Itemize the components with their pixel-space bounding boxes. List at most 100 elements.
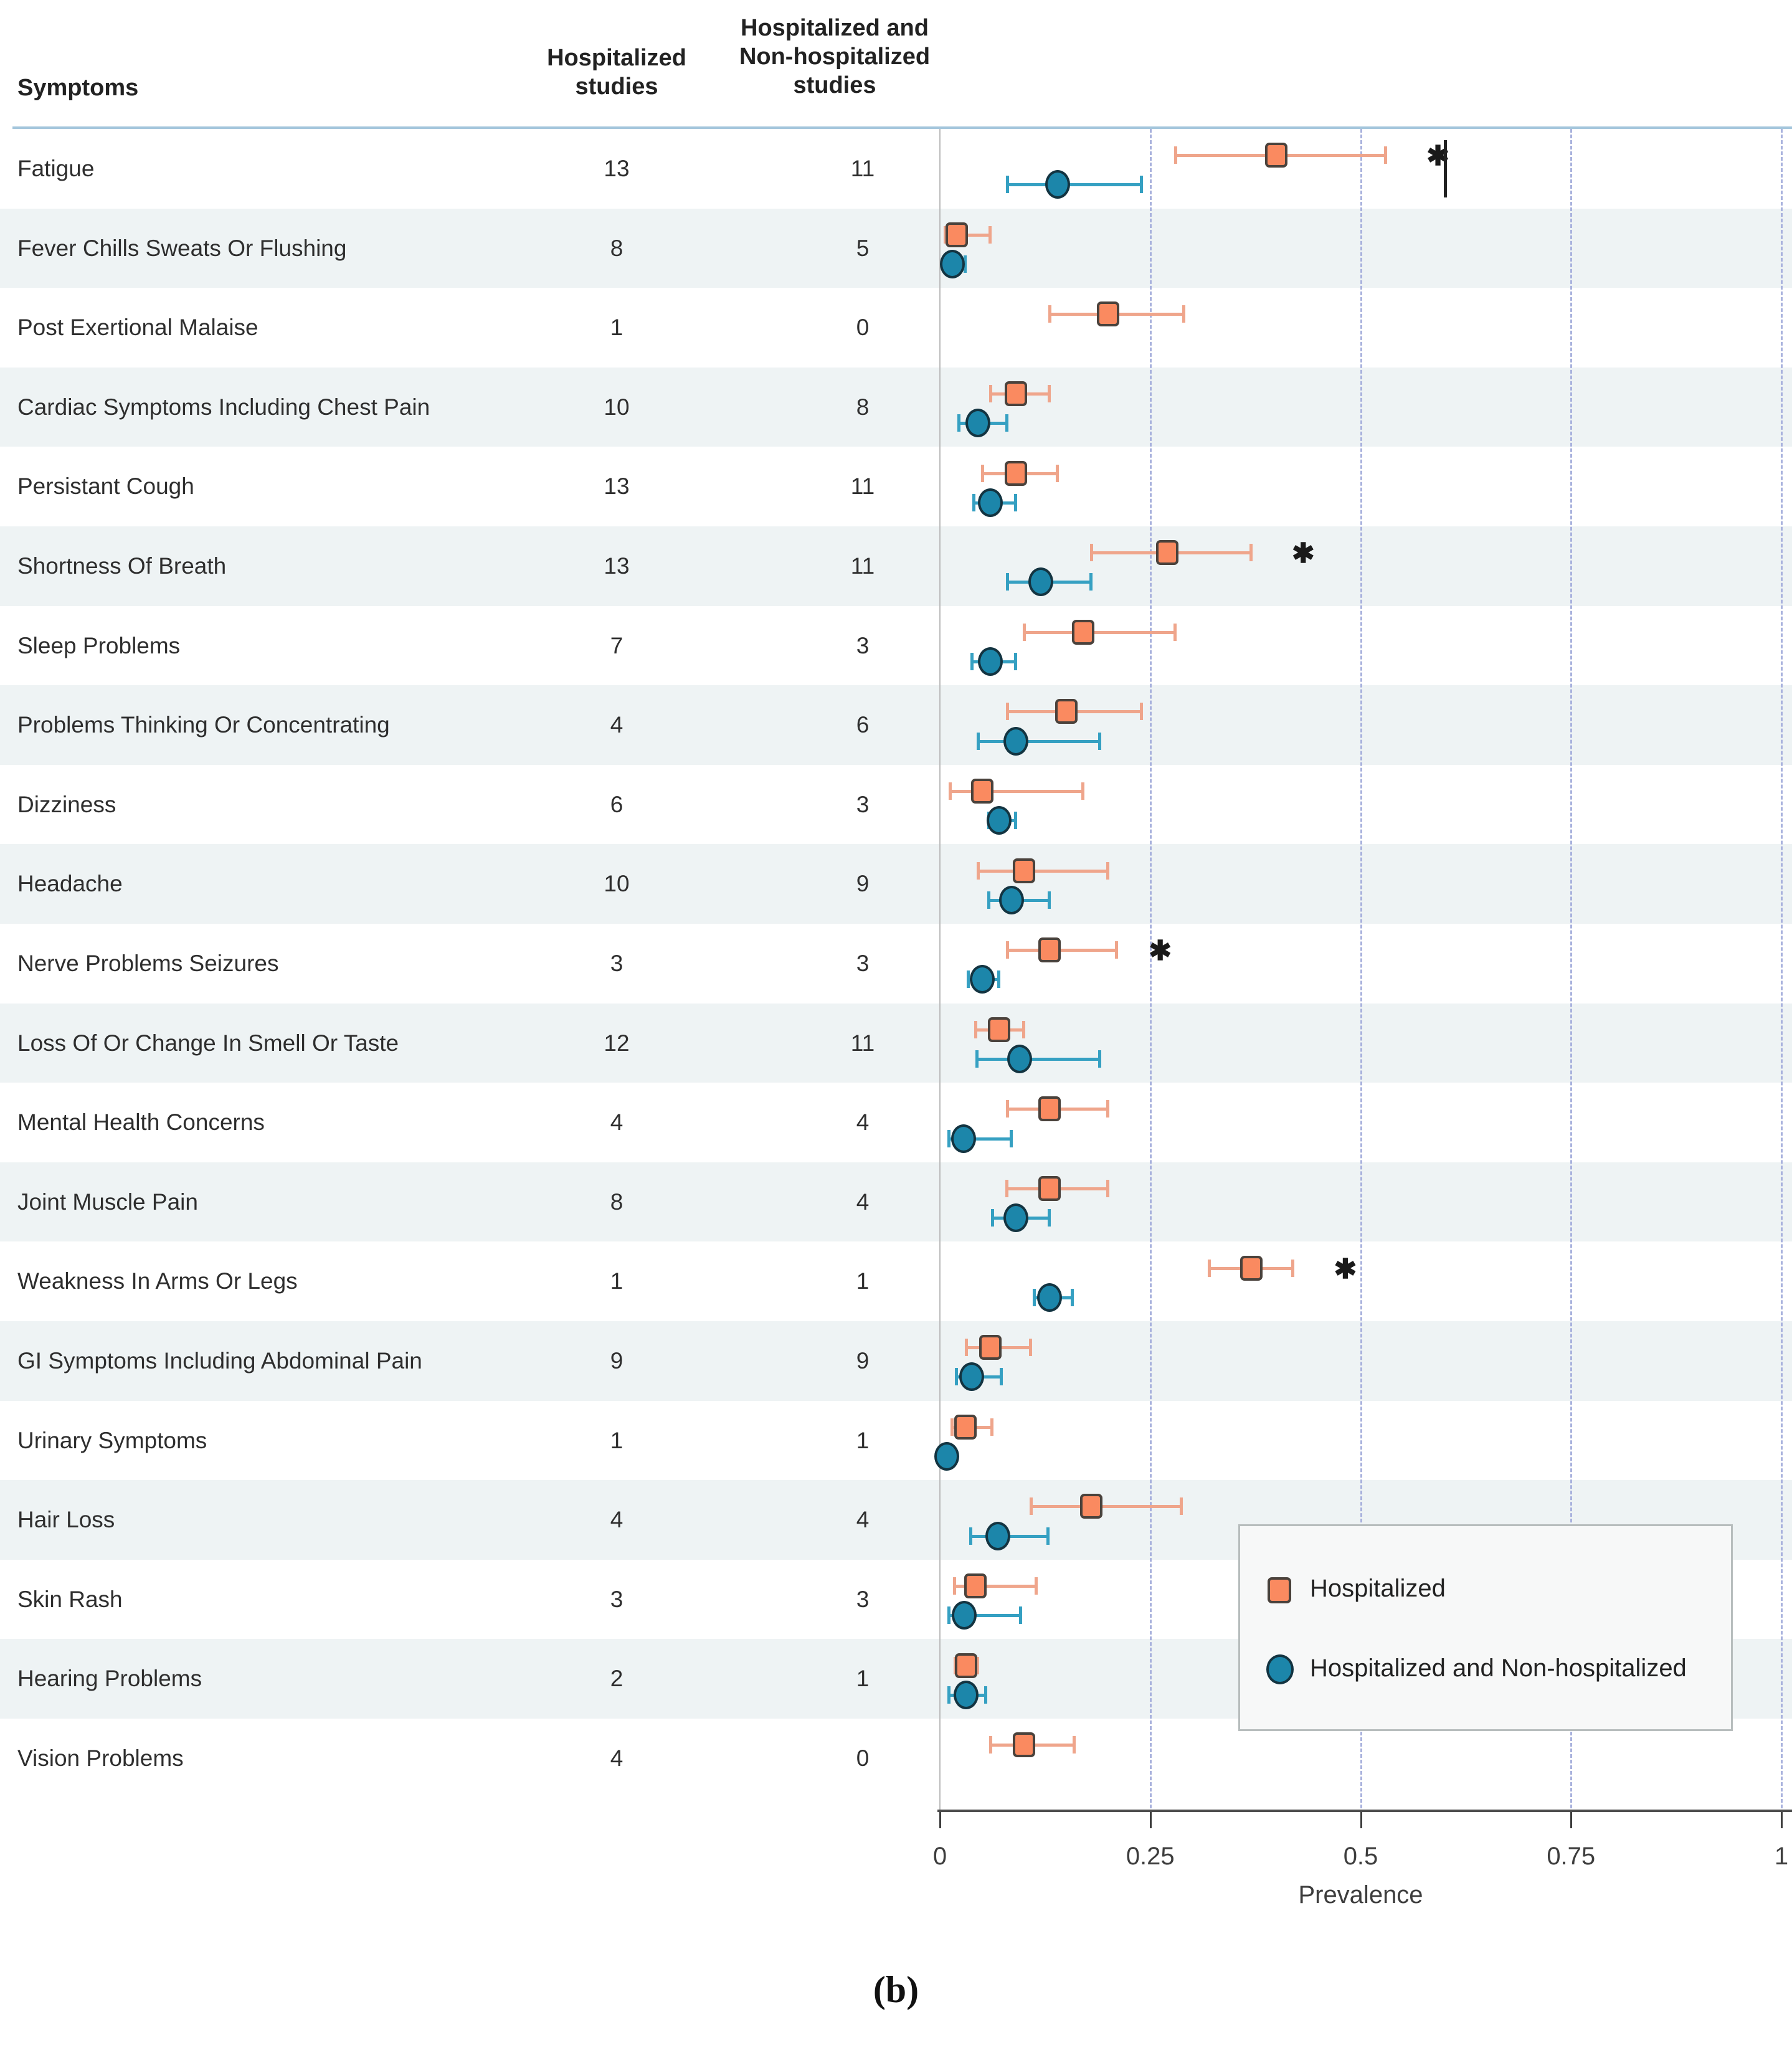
hospitalized-studies-count: 13: [604, 553, 630, 579]
combined-ci-cap-left: [970, 652, 974, 670]
combined-studies-count: 3: [856, 632, 870, 658]
x-axis-line: [937, 1810, 1792, 1812]
significance-asterisk: ✱: [1334, 1253, 1357, 1284]
significance-asterisk: ✱: [1291, 538, 1315, 569]
hospitalized-point: [1038, 937, 1061, 963]
combined-ci-cap-right: [999, 1368, 1003, 1386]
hospitalized-studies-count: 3: [610, 1586, 623, 1612]
hospitalized-ci-cap-right: [1249, 544, 1253, 562]
combined-point: [959, 1362, 985, 1392]
combined-ci-cap-left: [947, 1686, 951, 1704]
combined-point: [1045, 170, 1071, 199]
combined-ci-cap-left: [972, 493, 976, 511]
hospitalized-point: [954, 1414, 977, 1440]
combined-ci-bar: [948, 1614, 1021, 1618]
symptom-label: Shortness Of Breath: [17, 553, 227, 579]
combined-ci-cap-right: [997, 970, 1000, 989]
hospitalized-studies-count: 4: [610, 1109, 623, 1136]
hospitalized-studies-count: 4: [610, 1507, 623, 1533]
combined-ci-cap-right: [963, 255, 967, 273]
symptom-label: Urinary Symptoms: [17, 1427, 207, 1453]
combined-ci-cap-right: [1047, 1209, 1051, 1227]
row-stripe: [0, 1003, 1792, 1083]
hospitalized-studies-count: 13: [604, 156, 630, 181]
hospitalized-ci-cap-right: [1081, 782, 1084, 800]
hospitalized-studies-count: 4: [610, 1745, 623, 1771]
combined-point: [986, 806, 1012, 835]
hospitalized-ci-cap-right: [1073, 1736, 1076, 1754]
gridline-1: [1781, 129, 1783, 1808]
combined-studies-count: 4: [856, 1507, 870, 1533]
x-axis-tick-label: 0.5: [1343, 1843, 1378, 1870]
hospitalized-studies-count: 10: [604, 394, 630, 420]
hospitalized-ci-cap-right: [1179, 1497, 1183, 1516]
hospitalized-point: [1240, 1255, 1263, 1281]
combined-studies-count: 1: [856, 1427, 870, 1453]
x-axis-title: Prevalence: [1298, 1881, 1423, 1909]
combined-studies-count: 9: [856, 871, 870, 897]
hospitalized-ci-cap-right: [1047, 384, 1051, 402]
hospitalized-point: [979, 1335, 1002, 1360]
combined-point: [1007, 1044, 1033, 1073]
symptom-label: Sleep Problems: [17, 632, 181, 658]
combined-ci-cap-right: [1013, 493, 1017, 511]
hospitalized-point: [1013, 858, 1036, 883]
combined-ci-bar: [948, 1137, 1012, 1141]
combined-studies-count: 0: [856, 1745, 870, 1771]
hospitalized-studies-count: 3: [610, 951, 623, 976]
combined-ci-cap-right: [1089, 573, 1093, 591]
hospitalized-point: [987, 1017, 1010, 1042]
combined-studies-count: 4: [856, 1109, 870, 1136]
hospitalized-ci-cap-left: [949, 782, 952, 800]
symptom-label: Nerve Problems Seizures: [17, 951, 279, 976]
row-stripe: [0, 208, 1792, 288]
combined-studies-count: 11: [850, 156, 875, 181]
combined-studies-count: 1: [856, 1666, 870, 1692]
hospitalized-ci-cap-left: [1174, 146, 1178, 164]
symptom-label: GI Symptoms Including Abdominal Pain: [17, 1348, 422, 1374]
combined-studies-count: 4: [856, 1189, 870, 1215]
hospitalized-studies-count: 13: [604, 473, 630, 500]
combined-ci-cap-right: [1071, 1288, 1074, 1306]
combined-ci-cap-right: [984, 1686, 988, 1704]
combined-ci-cap-left: [947, 1606, 951, 1625]
symptom-label: Dizziness: [17, 791, 116, 817]
legend-hospitalized-square-icon: [1268, 1577, 1291, 1603]
x-axis-tick: [1360, 1812, 1362, 1828]
combined-studies-count: 3: [856, 951, 870, 976]
hospitalized-ci-cap-right: [1106, 1179, 1110, 1197]
hospitalized-ci-cap-left: [976, 861, 980, 880]
row-stripe: [0, 526, 1792, 606]
gridline-0.25: [1149, 129, 1152, 1808]
symptom-label: Mental Health Concerns: [17, 1109, 265, 1136]
hospitalized-studies-count: 8: [610, 235, 623, 261]
combined-point: [952, 1601, 977, 1630]
combined-ci-cap-left: [957, 414, 960, 432]
x-axis-tick: [939, 1812, 941, 1828]
combined-point: [953, 1680, 979, 1709]
hospitalized-studies-count: 8: [610, 1189, 623, 1215]
hospitalized-ci-cap-left: [1006, 703, 1010, 721]
combined-studies-count: 8: [856, 394, 870, 420]
hospitalized-ci-cap-right: [975, 1656, 979, 1674]
combined-ci-cap-right: [1097, 732, 1101, 750]
combined-point: [1028, 567, 1054, 597]
combined-ci-cap-left: [966, 970, 970, 989]
figure-caption: (b): [873, 1969, 919, 2010]
hospitalized-point: [1038, 1175, 1061, 1201]
hospitalized-ci-cap-left: [974, 1020, 977, 1038]
combined-studies-count: 9: [856, 1348, 870, 1374]
reference-vertical-line: [1443, 140, 1447, 197]
column-header-combined-studies: Hospitalized and Non-hospitalized studie…: [701, 14, 969, 100]
hospitalized-studies-count: 12: [604, 1030, 630, 1056]
combined-ci-bar: [977, 1057, 1100, 1061]
row-stripe: [0, 844, 1792, 924]
hospitalized-point: [970, 778, 993, 804]
combined-ci-cap-right: [1097, 1050, 1101, 1068]
hospitalized-point: [1055, 699, 1078, 724]
symptom-label: Vision Problems: [17, 1745, 184, 1771]
hospitalized-point: [1071, 619, 1094, 645]
combined-studies-count: 3: [856, 791, 870, 817]
combined-studies-count: 0: [856, 315, 870, 341]
column-header-hospitalized-line2: studies: [575, 74, 658, 100]
